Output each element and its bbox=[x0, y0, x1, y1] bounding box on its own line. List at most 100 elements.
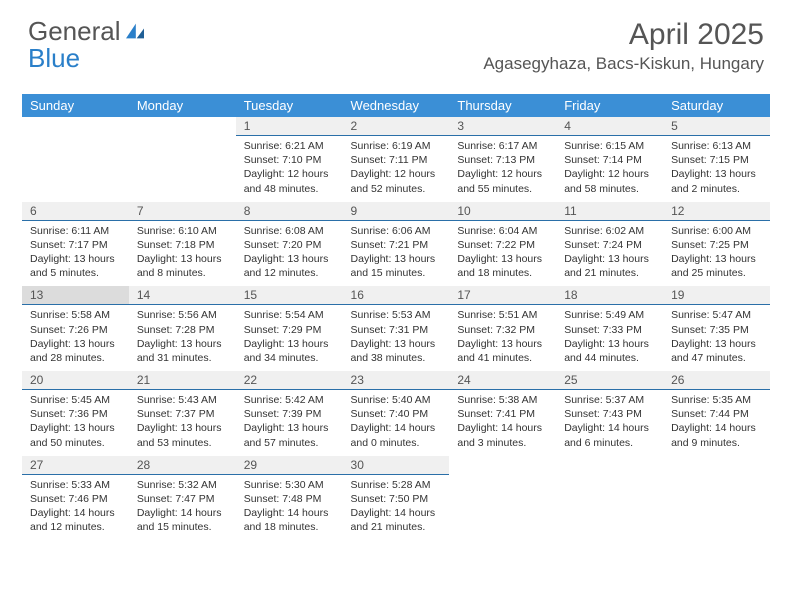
day-number: 27 bbox=[22, 456, 129, 474]
day-number: 14 bbox=[129, 286, 236, 304]
day-content: Sunrise: 5:28 AMSunset: 7:50 PMDaylight:… bbox=[343, 475, 450, 541]
day-number: 18 bbox=[556, 286, 663, 304]
brand-part1: General bbox=[28, 16, 121, 46]
day-cell: Sunrise: 6:00 AMSunset: 7:25 PMDaylight:… bbox=[663, 220, 770, 286]
brand-part2: Blue bbox=[28, 43, 80, 73]
daynum-cell: 12 bbox=[663, 202, 770, 221]
day-cell: Sunrise: 6:15 AMSunset: 7:14 PMDaylight:… bbox=[556, 136, 663, 202]
sunrise: Sunrise: 5:42 AM bbox=[244, 393, 335, 407]
daylight: Daylight: 13 hours and 53 minutes. bbox=[137, 421, 228, 449]
day-cell: Sunrise: 6:11 AMSunset: 7:17 PMDaylight:… bbox=[22, 220, 129, 286]
day-cell: Sunrise: 6:13 AMSunset: 7:15 PMDaylight:… bbox=[663, 136, 770, 202]
day-cell: Sunrise: 5:33 AMSunset: 7:46 PMDaylight:… bbox=[22, 474, 129, 540]
day-content: Sunrise: 6:15 AMSunset: 7:14 PMDaylight:… bbox=[556, 136, 663, 202]
sunrise: Sunrise: 6:02 AM bbox=[564, 224, 655, 238]
day-content: Sunrise: 5:51 AMSunset: 7:32 PMDaylight:… bbox=[449, 305, 556, 371]
daylight: Daylight: 12 hours and 52 minutes. bbox=[351, 167, 442, 195]
sail-icon bbox=[123, 18, 147, 45]
sunset: Sunset: 7:48 PM bbox=[244, 492, 335, 506]
daynum-cell bbox=[663, 456, 770, 475]
daylight: Daylight: 13 hours and 57 minutes. bbox=[244, 421, 335, 449]
brand-logo: GeneralBlue bbox=[28, 18, 147, 73]
daylight: Daylight: 14 hours and 0 minutes. bbox=[351, 421, 442, 449]
daynum-cell: 30 bbox=[343, 456, 450, 475]
sunset: Sunset: 7:37 PM bbox=[137, 407, 228, 421]
day-cell bbox=[22, 136, 129, 202]
day-content: Sunrise: 6:19 AMSunset: 7:11 PMDaylight:… bbox=[343, 136, 450, 202]
daynum-cell: 8 bbox=[236, 202, 343, 221]
day-content: Sunrise: 5:58 AMSunset: 7:26 PMDaylight:… bbox=[22, 305, 129, 371]
day-content: Sunrise: 5:35 AMSunset: 7:44 PMDaylight:… bbox=[663, 390, 770, 456]
sunrise: Sunrise: 5:43 AM bbox=[137, 393, 228, 407]
day-content: Sunrise: 6:21 AMSunset: 7:10 PMDaylight:… bbox=[236, 136, 343, 202]
day-header: Friday bbox=[556, 94, 663, 117]
sunrise: Sunrise: 5:58 AM bbox=[30, 308, 121, 322]
day-cell bbox=[663, 474, 770, 540]
day-content: Sunrise: 6:04 AMSunset: 7:22 PMDaylight:… bbox=[449, 221, 556, 287]
sunrise: Sunrise: 6:10 AM bbox=[137, 224, 228, 238]
sunset: Sunset: 7:35 PM bbox=[671, 323, 762, 337]
sunrise: Sunrise: 5:54 AM bbox=[244, 308, 335, 322]
daylight: Daylight: 12 hours and 58 minutes. bbox=[564, 167, 655, 195]
day-header: Monday bbox=[129, 94, 236, 117]
daylight: Daylight: 13 hours and 38 minutes. bbox=[351, 337, 442, 365]
sunset: Sunset: 7:10 PM bbox=[244, 153, 335, 167]
sunset: Sunset: 7:20 PM bbox=[244, 238, 335, 252]
day-number: 19 bbox=[663, 286, 770, 304]
day-number: 5 bbox=[663, 117, 770, 135]
day-content: Sunrise: 6:17 AMSunset: 7:13 PMDaylight:… bbox=[449, 136, 556, 202]
day-cell: Sunrise: 5:47 AMSunset: 7:35 PMDaylight:… bbox=[663, 305, 770, 371]
sunrise: Sunrise: 5:37 AM bbox=[564, 393, 655, 407]
day-content: Sunrise: 5:33 AMSunset: 7:46 PMDaylight:… bbox=[22, 475, 129, 541]
sunset: Sunset: 7:40 PM bbox=[351, 407, 442, 421]
daynum-cell bbox=[449, 456, 556, 475]
calendar-table: SundayMondayTuesdayWednesdayThursdayFrid… bbox=[22, 94, 770, 540]
sunset: Sunset: 7:36 PM bbox=[30, 407, 121, 421]
sunrise: Sunrise: 5:56 AM bbox=[137, 308, 228, 322]
day-content: Sunrise: 5:54 AMSunset: 7:29 PMDaylight:… bbox=[236, 305, 343, 371]
daylight: Daylight: 14 hours and 21 minutes. bbox=[351, 506, 442, 534]
day-content: Sunrise: 6:06 AMSunset: 7:21 PMDaylight:… bbox=[343, 221, 450, 287]
daynum-cell: 1 bbox=[236, 117, 343, 136]
sunrise: Sunrise: 5:40 AM bbox=[351, 393, 442, 407]
sunset: Sunset: 7:41 PM bbox=[457, 407, 548, 421]
sunset: Sunset: 7:15 PM bbox=[671, 153, 762, 167]
sunset: Sunset: 7:39 PM bbox=[244, 407, 335, 421]
sunset: Sunset: 7:11 PM bbox=[351, 153, 442, 167]
sunrise: Sunrise: 5:45 AM bbox=[30, 393, 121, 407]
day-content: Sunrise: 5:43 AMSunset: 7:37 PMDaylight:… bbox=[129, 390, 236, 456]
day-content: Sunrise: 5:49 AMSunset: 7:33 PMDaylight:… bbox=[556, 305, 663, 371]
day-cell: Sunrise: 5:42 AMSunset: 7:39 PMDaylight:… bbox=[236, 390, 343, 456]
header: GeneralBlue April 2025 Agasegyhaza, Bacs… bbox=[0, 0, 792, 80]
daynum-cell bbox=[22, 117, 129, 136]
day-number: 16 bbox=[343, 286, 450, 304]
sunset: Sunset: 7:17 PM bbox=[30, 238, 121, 252]
day-number: 2 bbox=[343, 117, 450, 135]
daylight: Daylight: 13 hours and 28 minutes. bbox=[30, 337, 121, 365]
sunrise: Sunrise: 6:13 AM bbox=[671, 139, 762, 153]
day-number: 24 bbox=[449, 371, 556, 389]
day-cell: Sunrise: 5:45 AMSunset: 7:36 PMDaylight:… bbox=[22, 390, 129, 456]
day-cell: Sunrise: 6:17 AMSunset: 7:13 PMDaylight:… bbox=[449, 136, 556, 202]
sunset: Sunset: 7:18 PM bbox=[137, 238, 228, 252]
daynum-cell: 19 bbox=[663, 286, 770, 305]
sunrise: Sunrise: 6:15 AM bbox=[564, 139, 655, 153]
sunset: Sunset: 7:14 PM bbox=[564, 153, 655, 167]
daylight: Daylight: 13 hours and 47 minutes. bbox=[671, 337, 762, 365]
day-cell: Sunrise: 5:53 AMSunset: 7:31 PMDaylight:… bbox=[343, 305, 450, 371]
day-number: 25 bbox=[556, 371, 663, 389]
day-number: 23 bbox=[343, 371, 450, 389]
sunrise: Sunrise: 5:32 AM bbox=[137, 478, 228, 492]
day-number: 11 bbox=[556, 202, 663, 220]
daylight: Daylight: 13 hours and 12 minutes. bbox=[244, 252, 335, 280]
daynum-cell: 4 bbox=[556, 117, 663, 136]
day-content: Sunrise: 5:38 AMSunset: 7:41 PMDaylight:… bbox=[449, 390, 556, 456]
day-cell: Sunrise: 5:51 AMSunset: 7:32 PMDaylight:… bbox=[449, 305, 556, 371]
daynum-cell: 10 bbox=[449, 202, 556, 221]
location: Agasegyhaza, Bacs-Kiskun, Hungary bbox=[483, 54, 764, 74]
calendar-body: 1 23 45 Sunrise: 6:21 AMSunset: 7:10 PMDayl… bbox=[22, 117, 770, 540]
sunrise: Sunrise: 5:49 AM bbox=[564, 308, 655, 322]
day-cell: Sunrise: 5:38 AMSunset: 7:41 PMDaylight:… bbox=[449, 390, 556, 456]
day-cell: Sunrise: 5:40 AMSunset: 7:40 PMDaylight:… bbox=[343, 390, 450, 456]
day-number: 6 bbox=[22, 202, 129, 220]
